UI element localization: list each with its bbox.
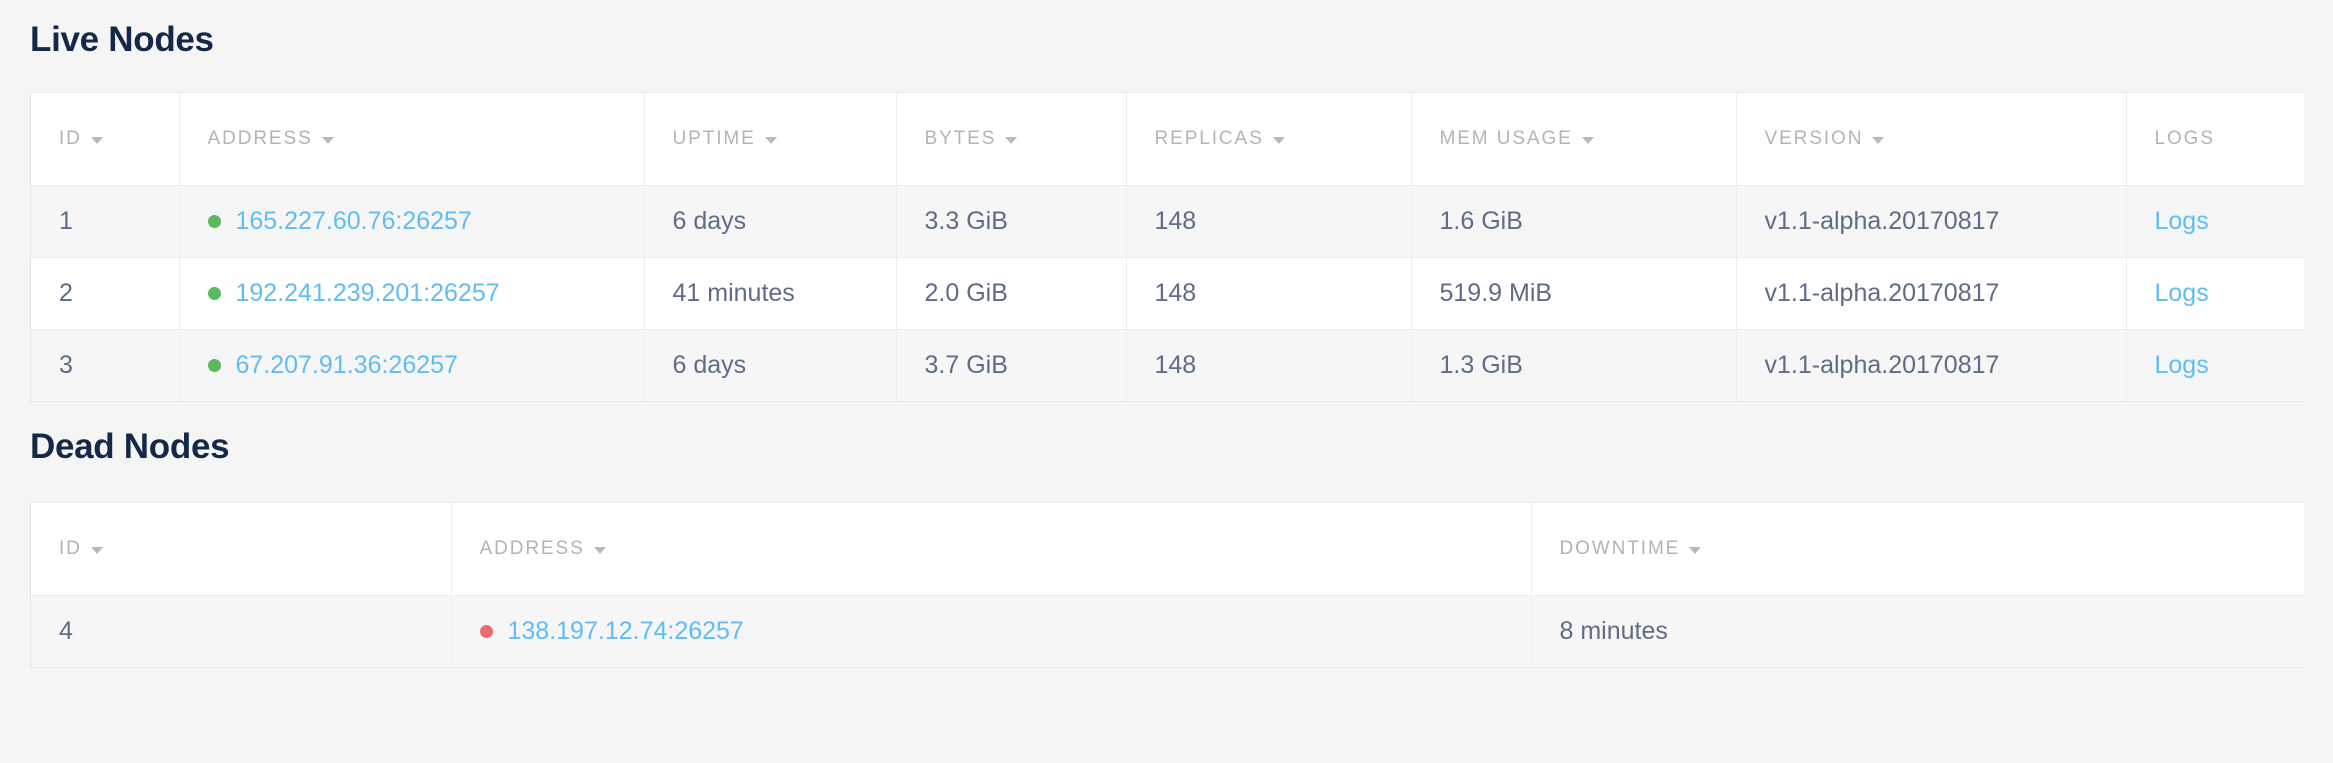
status-dot-live-icon	[207, 214, 221, 228]
node-address-link[interactable]: 192.241.239.201:26257	[235, 278, 500, 307]
cell-address: 192.241.239.201:26257	[179, 256, 645, 329]
table-header-row: ID ADDRESS DOWNTIME	[31, 503, 2304, 595]
column-header-label: ADDRESS	[207, 127, 313, 149]
cell-address: 165.227.60.76:26257	[179, 184, 645, 257]
live-nodes-title: Live Nodes	[30, 20, 214, 59]
cell-mem-usage: 1.6 GiB	[1411, 184, 1737, 257]
node-address-link[interactable]: 138.197.12.74:26257	[507, 616, 744, 645]
column-header-label: ID	[59, 127, 82, 149]
live-nodes-table-container: ID ADDRESS UPTIME	[30, 92, 2304, 402]
column-header-label: ADDRESS	[479, 537, 585, 559]
table-row: 2 192.241.239.201:26257 41 minutes 2.0 G…	[31, 256, 2304, 329]
live-nodes-table-header: ID ADDRESS UPTIME	[31, 93, 2304, 185]
node-address-link[interactable]: 67.207.91.36:26257	[235, 350, 458, 379]
table-row: 4 138.197.12.74:26257 8 minutes	[31, 594, 2304, 667]
table-row: 1 165.227.60.76:26257 6 days 3.3 GiB 148…	[31, 184, 2304, 257]
column-header-label: MEM USAGE	[1439, 127, 1573, 149]
dead-nodes-title: Dead Nodes	[30, 427, 230, 466]
sort-caret-down-icon	[321, 137, 334, 145]
sort-caret-down-icon	[593, 547, 606, 555]
sort-caret-down-icon	[1005, 137, 1018, 145]
cell-address: 67.207.91.36:26257	[179, 328, 645, 401]
logs-link[interactable]: Logs	[2154, 350, 2209, 379]
cell-replicas: 148	[1126, 184, 1412, 257]
column-header-label: VERSION	[1764, 127, 1864, 149]
column-header-label: LOGS	[2154, 127, 2215, 149]
column-header-uptime[interactable]: UPTIME	[644, 93, 897, 185]
sort-caret-down-icon	[1581, 137, 1594, 145]
column-header-version[interactable]: VERSION	[1736, 93, 2127, 185]
column-header-address[interactable]: ADDRESS	[451, 503, 1532, 595]
column-header-logs: LOGS	[2126, 93, 2304, 185]
cell-version: v1.1-alpha.20170817	[1736, 328, 2127, 401]
column-header-label: BYTES	[924, 127, 997, 149]
cell-uptime: 41 minutes	[644, 256, 897, 329]
cell-address: 138.197.12.74:26257	[451, 594, 1532, 667]
column-header-downtime[interactable]: DOWNTIME	[1531, 503, 2304, 595]
table-header-row: ID ADDRESS UPTIME	[31, 93, 2304, 185]
table-row: 3 67.207.91.36:26257 6 days 3.7 GiB 148 …	[31, 328, 2304, 401]
sort-caret-down-icon	[1272, 137, 1285, 145]
status-dot-live-icon	[207, 286, 221, 300]
logs-link[interactable]: Logs	[2154, 278, 2209, 307]
dead-nodes-table: ID ADDRESS DOWNTIME	[31, 503, 2304, 667]
sort-caret-down-icon	[90, 547, 103, 555]
dead-nodes-table-header: ID ADDRESS DOWNTIME	[31, 503, 2304, 595]
column-header-label: DOWNTIME	[1559, 537, 1681, 559]
status-dot-live-icon	[207, 358, 221, 372]
cell-version: v1.1-alpha.20170817	[1736, 184, 2127, 257]
column-header-bytes[interactable]: BYTES	[896, 93, 1127, 185]
sort-caret-down-icon	[1872, 137, 1885, 145]
cell-id: 3	[31, 328, 180, 401]
cell-bytes: 3.3 GiB	[896, 184, 1127, 257]
cell-logs: Logs	[2126, 328, 2304, 401]
column-header-label: ID	[59, 537, 82, 559]
cell-downtime: 8 minutes	[1531, 594, 2304, 667]
cell-mem-usage: 519.9 MiB	[1411, 256, 1737, 329]
column-header-id[interactable]: ID	[31, 93, 180, 185]
cell-logs: Logs	[2126, 256, 2304, 329]
cell-uptime: 6 days	[644, 328, 897, 401]
cell-id: 4	[31, 594, 452, 667]
live-nodes-table: ID ADDRESS UPTIME	[31, 93, 2304, 401]
status-dot-dead-icon	[479, 624, 493, 638]
logs-link[interactable]: Logs	[2154, 206, 2209, 235]
cell-uptime: 6 days	[644, 184, 897, 257]
dead-nodes-table-body: 4 138.197.12.74:26257 8 minutes	[31, 594, 2304, 667]
node-address-link[interactable]: 165.227.60.76:26257	[235, 206, 472, 235]
cell-id: 2	[31, 256, 180, 329]
sort-caret-down-icon	[1689, 547, 1702, 555]
cell-replicas: 148	[1126, 328, 1412, 401]
live-nodes-table-body: 1 165.227.60.76:26257 6 days 3.3 GiB 148…	[31, 184, 2304, 401]
sort-caret-down-icon	[764, 137, 777, 145]
cell-replicas: 148	[1126, 256, 1412, 329]
cell-id: 1	[31, 184, 180, 257]
dead-nodes-table-container: ID ADDRESS DOWNTIME	[30, 502, 2304, 668]
column-header-address[interactable]: ADDRESS	[179, 93, 645, 185]
column-header-mem-usage[interactable]: MEM USAGE	[1411, 93, 1737, 185]
column-header-id[interactable]: ID	[31, 503, 452, 595]
column-header-label: REPLICAS	[1154, 127, 1264, 149]
cell-version: v1.1-alpha.20170817	[1736, 256, 2127, 329]
cell-bytes: 2.0 GiB	[896, 256, 1127, 329]
cell-mem-usage: 1.3 GiB	[1411, 328, 1737, 401]
sort-caret-down-icon	[90, 137, 103, 145]
cell-bytes: 3.7 GiB	[896, 328, 1127, 401]
column-header-replicas[interactable]: REPLICAS	[1126, 93, 1412, 185]
cell-logs: Logs	[2126, 184, 2304, 257]
column-header-label: UPTIME	[672, 127, 756, 149]
